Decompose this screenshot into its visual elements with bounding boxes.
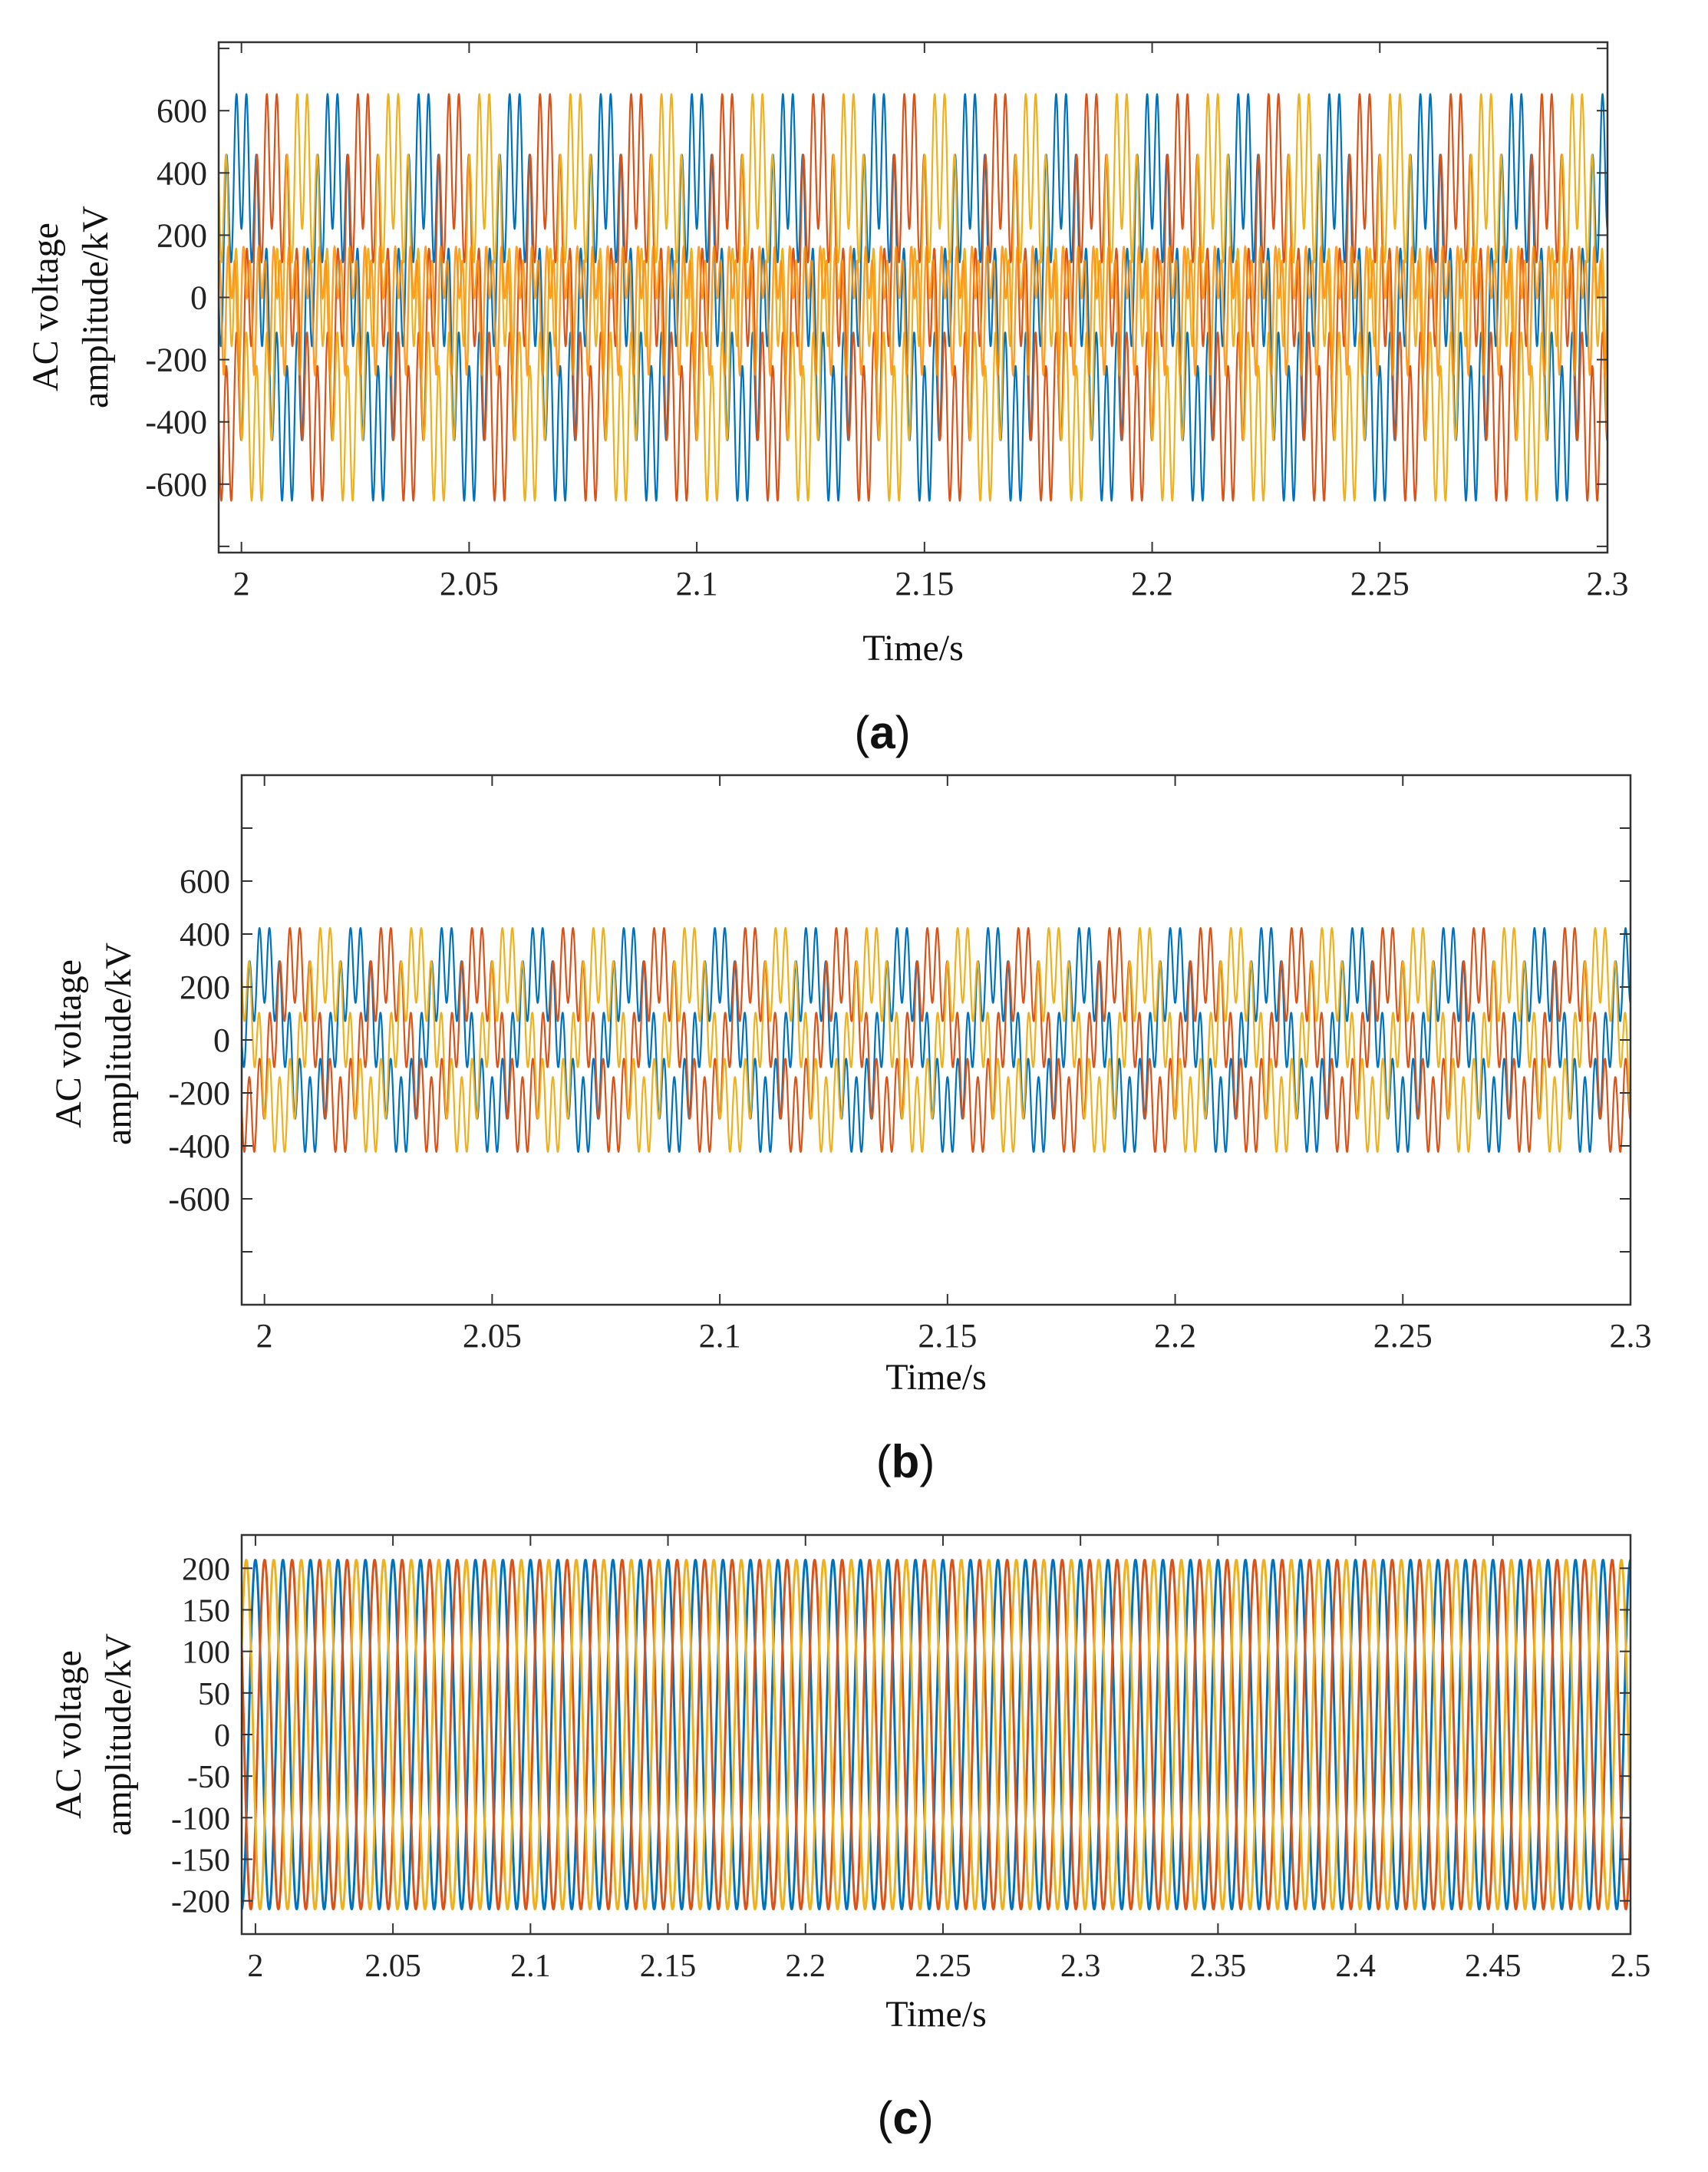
x-tick-label: 2.2 [786,1949,826,1984]
x-tick-label: 2.1 [510,1949,551,1984]
y-tick-label: 0 [190,279,207,317]
x-tick-label: 2.25 [915,1949,971,1984]
panel-label: (c) [877,2092,933,2144]
x-tick-label: 2.05 [463,1317,522,1355]
x-tick-label: 2.05 [364,1949,421,1984]
x-tick-label: 2.1 [676,565,718,602]
x-tick-label: 2.3 [1060,1949,1101,1984]
x-tick-label: 2.5 [1611,1949,1651,1984]
series-line-2 [219,93,1607,502]
series-line-2 [242,1559,1631,1910]
y-axis-label-line2: amplitude/kV [98,1633,139,1836]
y-tick-label: 600 [180,863,230,900]
traces [242,927,1631,1153]
x-axis-label: Time/s [885,1357,987,1398]
x-tick-label: 2.2 [1154,1317,1196,1355]
y-tick-label: 0 [213,1022,230,1059]
traces [219,93,1607,502]
y-tick-label: 50 [198,1677,230,1712]
series-line-1 [242,1559,1631,1910]
x-tick-label: 2 [233,565,250,602]
x-tick-label: 2.4 [1335,1949,1376,1984]
panel-b: 2 2.05 2.1 2.15 2.2 2.25 2.3 -600 -400 -200 0 200 40… [48,774,1652,1487]
panel-c: 2 2.05 2.1 2.15 2.2 2.25 2.3 2.35 2.4 2.45 2.5 -200… [48,1533,1651,2144]
y-axis-label-line1: AC voltage [48,959,89,1128]
y-tick-label: 600 [157,92,207,130]
panel-label: (a) [854,707,910,758]
y-tick-label: 200 [157,216,207,254]
x-tick-label: 2.45 [1465,1949,1522,1984]
x-tick-label: 2.35 [1190,1949,1247,1984]
x-tick-label: 2.15 [895,565,954,602]
x-tick-label: 2.15 [640,1949,697,1984]
series-line-1 [219,93,1607,502]
y-tick-label: 400 [180,916,230,953]
x-tick-label: 2 [247,1949,263,1984]
traces [242,1559,1631,1910]
y-tick-label: 200 [182,1552,230,1587]
x-tick-label: 2 [256,1317,273,1355]
x-tick-label: 2.3 [1610,1317,1652,1355]
y-tick-label: 200 [180,969,230,1006]
x-tick-label: 2.05 [440,565,499,602]
y-tick-label: -200 [168,1074,230,1112]
x-tick-label: 2.25 [1350,565,1410,602]
y-tick-label: -600 [168,1180,230,1218]
y-axis-label-line2: amplitude/kV [75,206,116,408]
x-axis-label: Time/s [885,1994,987,2035]
series-line-3 [242,927,1631,1153]
x-tick-label: 2.3 [1587,565,1629,602]
y-tick-label: 150 [182,1594,230,1629]
y-tick-label: -200 [171,1885,230,1920]
y-tick-label: -400 [145,404,207,441]
x-tick-label: 2.1 [699,1317,741,1355]
y-axis-label-line1: AC voltage [25,223,66,391]
series-line-2 [242,927,1631,1153]
x-tick-label: 2.2 [1131,565,1173,602]
panel-label: (b) [876,1436,935,1487]
x-tick-label: 2.25 [1373,1317,1433,1355]
y-axis-label-line1: AC voltage [48,1650,89,1819]
series-line-1 [242,927,1631,1153]
y-tick-label: -400 [168,1127,230,1165]
y-tick-label: -150 [171,1844,230,1879]
y-tick-label: 0 [214,1718,230,1754]
panel-a: 2 2.05 2.1 2.15 2.2 2.25 2.3 -600 -400 -200 0 200 40… [25,41,1629,758]
y-tick-label: -100 [171,1801,230,1837]
x-tick-label: 2.15 [918,1317,977,1355]
y-tick-label: 100 [182,1636,230,1671]
y-tick-label: 400 [157,154,207,192]
y-tick-label: -600 [145,466,207,503]
series-line-harmonic [219,244,1607,378]
y-tick-label: -200 [145,342,207,379]
series-line-3 [242,1559,1631,1910]
y-tick-label: -50 [187,1760,230,1795]
x-axis-label: Time/s [862,628,964,668]
y-axis-label-line2: amplitude/kV [98,942,139,1145]
